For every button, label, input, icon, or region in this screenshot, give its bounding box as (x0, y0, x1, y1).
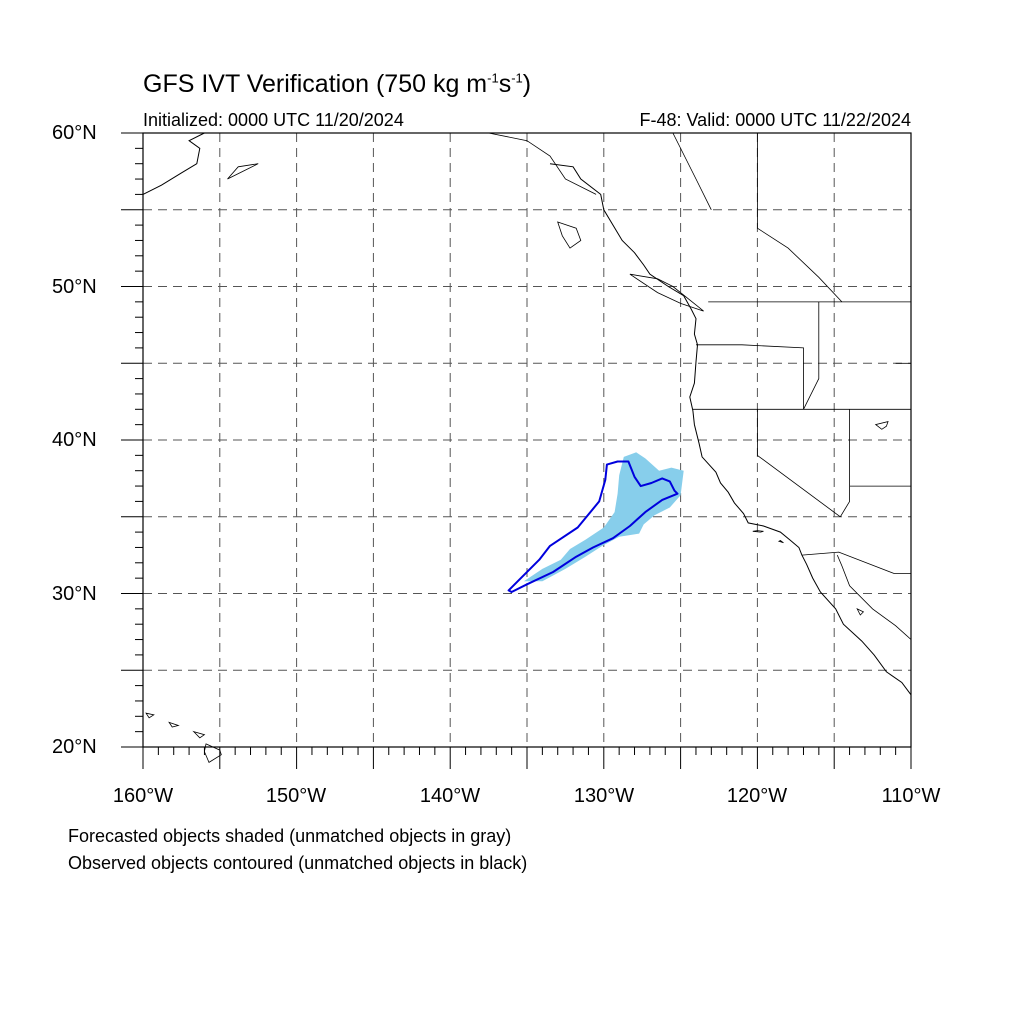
west-coast-coastline (549, 163, 912, 696)
lon-label-150w: 150°W (265, 785, 327, 807)
political-border (696, 344, 804, 410)
initialized-time: Initialized: 0000 UTC 11/20/2024 (143, 110, 404, 130)
island-outline (227, 163, 259, 180)
observed-ivt-contour (507, 460, 679, 593)
political-border (488, 132, 597, 195)
political-border (836, 554, 912, 640)
political-border (757, 409, 841, 518)
legend-note-forecast: Forecasted objects shaded (unmatched obj… (68, 826, 512, 846)
island-outline (145, 712, 155, 719)
island-outline (629, 273, 704, 312)
ivt-objects (507, 452, 684, 593)
lat-label-50n: 50°N (52, 276, 97, 298)
island-outline (752, 530, 764, 533)
island-outline (192, 730, 206, 739)
alaska-coastline (142, 132, 205, 195)
political-border (803, 301, 820, 410)
lon-label-140w: 140°W (419, 785, 481, 807)
valid-time: F-48: Valid: 0000 UTC 11/22/2024 (639, 110, 912, 130)
axis-ticks (121, 132, 912, 769)
island-outline (557, 221, 582, 249)
graticule (143, 133, 911, 747)
island-outline (203, 743, 222, 763)
lon-label-110w: 110°W (881, 785, 941, 807)
legend-note-observed: Observed objects contoured (unmatched ob… (68, 853, 528, 873)
lat-label-20n: 20°N (52, 736, 97, 758)
political-border (757, 133, 843, 303)
island-outline (777, 540, 784, 544)
political-border (839, 409, 850, 518)
coastlines (142, 132, 912, 763)
island-outline (168, 721, 180, 728)
lon-label-130w: 130°W (573, 785, 635, 807)
lon-label-120w: 120°W (726, 785, 788, 807)
lat-label-60n: 60°N (52, 122, 97, 144)
map-frame (142, 132, 912, 748)
lat-label-40n: 40°N (52, 429, 97, 451)
island-outline (874, 421, 889, 430)
lat-label-30n: 30°N (52, 583, 97, 605)
political-border (801, 551, 911, 574)
chart-title: GFS IVT Verification (750 kg m-1s-1) (143, 70, 532, 98)
island-outline (856, 608, 865, 616)
political-border (672, 132, 712, 210)
lon-label-160w: 160°W (112, 785, 174, 807)
